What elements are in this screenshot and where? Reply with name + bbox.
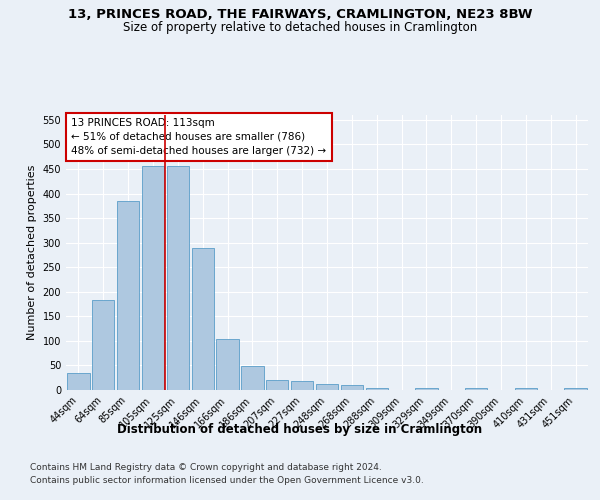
Bar [465,388,487,390]
Bar [92,300,115,390]
Bar [365,388,388,390]
Bar [341,385,363,390]
Text: Contains public sector information licensed under the Open Government Licence v3: Contains public sector information licen… [30,476,424,485]
Bar [217,339,239,390]
Bar [415,388,437,390]
Text: 13 PRINCES ROAD: 113sqm
← 51% of detached houses are smaller (786)
48% of semi-d: 13 PRINCES ROAD: 113sqm ← 51% of detache… [71,118,326,156]
Text: Distribution of detached houses by size in Cramlington: Distribution of detached houses by size … [118,422,482,436]
Bar [167,166,189,390]
Bar [291,381,313,390]
Text: Size of property relative to detached houses in Cramlington: Size of property relative to detached ho… [123,21,477,34]
Bar [142,166,164,390]
Bar [316,384,338,390]
Text: 13, PRINCES ROAD, THE FAIRWAYS, CRAMLINGTON, NE23 8BW: 13, PRINCES ROAD, THE FAIRWAYS, CRAMLING… [68,8,532,20]
Bar [191,248,214,390]
Y-axis label: Number of detached properties: Number of detached properties [27,165,37,340]
Bar [565,388,587,390]
Bar [515,388,537,390]
Bar [266,380,289,390]
Text: Contains HM Land Registry data © Crown copyright and database right 2024.: Contains HM Land Registry data © Crown c… [30,464,382,472]
Bar [67,373,89,390]
Bar [117,201,139,390]
Bar [241,366,263,390]
